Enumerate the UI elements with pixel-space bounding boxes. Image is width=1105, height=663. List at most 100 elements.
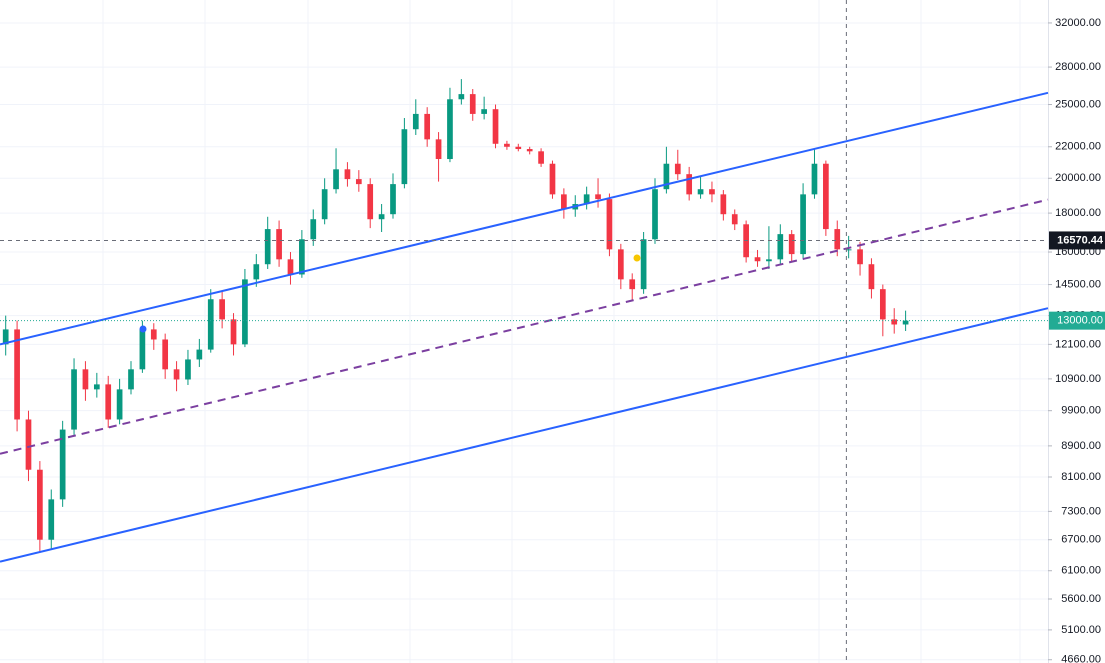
y-tick-label: 18000.00 — [1055, 207, 1101, 219]
candle-body — [139, 329, 146, 370]
last-price-badge — [1049, 311, 1105, 330]
candle-body — [59, 429, 66, 500]
candle-body — [595, 194, 601, 200]
candle-body — [868, 264, 875, 290]
y-tick-label: 4660.00 — [1061, 654, 1101, 663]
candle-body — [196, 349, 203, 360]
candle-body — [709, 189, 715, 195]
candle-body — [857, 249, 863, 265]
candle-body — [663, 163, 670, 190]
candle-body — [652, 189, 658, 240]
candle-body — [777, 234, 784, 260]
vertical-grid — [102, 0, 1021, 663]
candle-body — [549, 163, 556, 195]
candle-body — [754, 257, 761, 262]
candle-body — [788, 234, 795, 255]
candle-body — [629, 279, 636, 290]
candle-body — [2, 329, 9, 345]
candle-body — [253, 264, 260, 280]
candle-body — [230, 319, 237, 345]
candle-body — [674, 163, 681, 175]
candle-body — [447, 99, 453, 160]
y-tick-label: 22000.00 — [1055, 141, 1101, 153]
candle-body — [264, 229, 271, 265]
y-tick-label: 10900.00 — [1055, 373, 1101, 385]
candle-body — [276, 229, 282, 260]
candle-body — [469, 94, 476, 114]
candle-body — [390, 184, 396, 215]
candle-body — [617, 249, 624, 280]
y-tick-label: 8100.00 — [1061, 471, 1101, 483]
candle-body — [640, 239, 647, 290]
candle-body — [766, 259, 772, 262]
y-tick-label: 6100.00 — [1061, 565, 1101, 577]
y-tick-label: 25000.00 — [1055, 98, 1101, 110]
candle-body — [481, 109, 487, 114]
candle-body — [105, 384, 112, 420]
candle-body — [378, 214, 385, 220]
candle-body — [82, 369, 89, 390]
candle-body — [287, 259, 294, 275]
candle-body — [401, 129, 408, 185]
candle-body — [344, 169, 351, 180]
candle-body — [299, 239, 305, 275]
candle-body — [435, 139, 442, 160]
candle-body — [515, 146, 522, 150]
candle-body — [48, 499, 55, 540]
crosshair-label: 16570.44 — [1057, 234, 1104, 246]
candle-body — [424, 113, 431, 140]
candle-body — [538, 151, 544, 164]
candle-body — [150, 329, 157, 340]
trend-line — [0, 91, 1049, 346]
candle-body — [14, 329, 20, 420]
y-tick-label: 5100.00 — [1061, 624, 1101, 636]
candle-body — [93, 384, 100, 390]
candle-body — [310, 219, 317, 240]
crosshair-badge — [1049, 231, 1105, 250]
marker — [633, 254, 641, 262]
y-tick-label: 28000.00 — [1055, 61, 1101, 73]
y-tick-label: 14500.00 — [1055, 278, 1101, 290]
candle-body — [128, 369, 134, 390]
candle-body — [242, 279, 248, 345]
candle-body — [845, 249, 852, 251]
candle-body — [902, 320, 909, 325]
candle-body — [333, 169, 339, 190]
candle-body — [219, 299, 225, 320]
y-tick-label: 7300.00 — [1061, 505, 1101, 517]
candle-body — [162, 339, 169, 370]
candle-body — [526, 149, 533, 152]
candle-body — [811, 163, 818, 195]
candle-body — [606, 199, 613, 250]
y-tick-label: 5600.00 — [1061, 593, 1101, 605]
y-tick-label: 8900.00 — [1061, 440, 1101, 452]
candle-body — [891, 319, 898, 325]
candle-body — [800, 194, 806, 255]
candle-body — [697, 189, 704, 195]
y-tick-label: 6700.00 — [1061, 534, 1101, 546]
y-tick-label: 9900.00 — [1061, 405, 1101, 417]
candle-body — [207, 299, 214, 350]
candle-body — [492, 109, 499, 144]
candle-body — [116, 389, 123, 420]
candle-body — [458, 94, 465, 100]
trend-line — [0, 307, 1049, 563]
candle-body — [834, 229, 841, 250]
candle-body — [355, 179, 362, 185]
candle-body — [412, 113, 419, 130]
candle-body — [686, 174, 693, 195]
candle-body — [37, 469, 43, 540]
trend-line — [0, 198, 1049, 455]
candle-body — [185, 359, 191, 380]
marker — [139, 325, 147, 333]
candle-body — [71, 369, 77, 430]
candle-body — [879, 289, 886, 320]
y-tick-label: 20000.00 — [1055, 172, 1101, 184]
candle-body — [823, 163, 829, 230]
candle-body — [321, 189, 328, 220]
candle-body — [504, 143, 510, 147]
candle-body — [25, 419, 32, 470]
y-tick-label: 12100.00 — [1055, 338, 1101, 350]
